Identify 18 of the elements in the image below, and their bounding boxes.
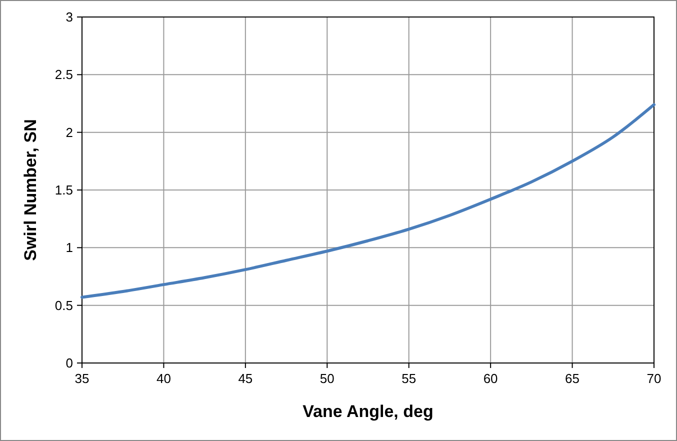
x-tick-label: 50 [320,371,334,386]
x-tick-label: 55 [402,371,416,386]
x-tick-label: 65 [565,371,580,386]
x-axis-title: Vane Angle, deg [302,402,434,421]
y-tick-label: 1 [66,240,73,256]
y-tick-label: 0 [66,356,73,370]
x-tick-label: 35 [74,371,90,386]
y-tick-label: 2 [66,124,73,140]
y-axis-title: Swirl Number, SN [21,119,40,261]
y-tick-label: 1.5 [54,182,73,198]
y-tick-label: 3 [66,10,73,24]
x-tick-label: 45 [238,371,253,386]
y-tick-label: 0.5 [54,298,73,313]
x-tick-label: 40 [156,371,171,386]
x-tick-label: 70 [646,371,662,386]
x-tick-label: 60 [483,371,498,386]
line-series [80,103,656,299]
y-tick-label: 2.5 [54,67,73,82]
